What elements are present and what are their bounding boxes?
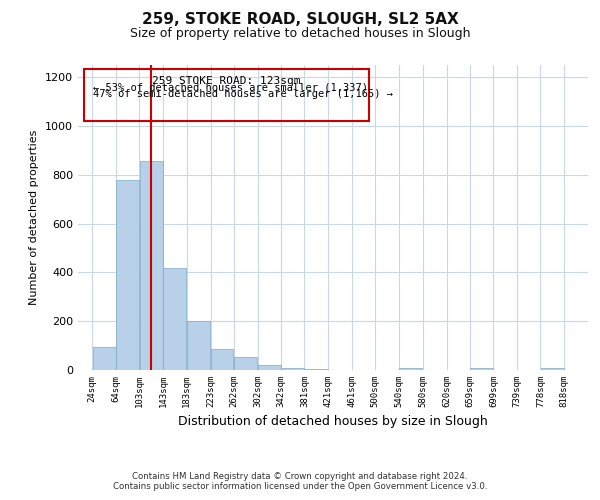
Bar <box>116 180 139 370</box>
Text: ← 53% of detached houses are smaller (1,337): ← 53% of detached houses are smaller (1,… <box>93 82 368 92</box>
Text: Contains HM Land Registry data © Crown copyright and database right 2024.: Contains HM Land Registry data © Crown c… <box>132 472 468 481</box>
X-axis label: Distribution of detached houses by size in Slough: Distribution of detached houses by size … <box>178 416 488 428</box>
Y-axis label: Number of detached properties: Number of detached properties <box>29 130 40 305</box>
Bar <box>258 364 281 370</box>
Bar <box>234 356 257 370</box>
Text: Size of property relative to detached houses in Slough: Size of property relative to detached ho… <box>130 28 470 40</box>
Bar <box>211 350 233 370</box>
Bar <box>140 162 163 370</box>
Bar <box>281 368 304 370</box>
Text: 259 STOKE ROAD: 123sqm: 259 STOKE ROAD: 123sqm <box>152 76 301 86</box>
Text: 259, STOKE ROAD, SLOUGH, SL2 5AX: 259, STOKE ROAD, SLOUGH, SL2 5AX <box>142 12 458 28</box>
Bar <box>399 368 422 370</box>
Bar <box>92 347 116 370</box>
Bar <box>187 321 210 370</box>
Text: Contains public sector information licensed under the Open Government Licence v3: Contains public sector information licen… <box>113 482 487 491</box>
Text: 47% of semi-detached houses are larger (1,165) →: 47% of semi-detached houses are larger (… <box>93 90 393 100</box>
Bar <box>163 268 187 370</box>
Bar <box>470 368 493 370</box>
Bar <box>541 368 564 370</box>
